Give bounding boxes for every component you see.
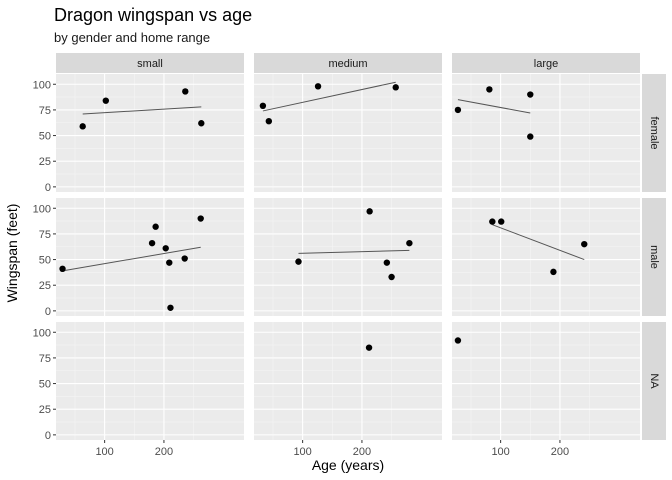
panel-background [254,322,442,440]
y-tick-label: 75 [39,353,51,365]
panel-medium-male [254,198,442,316]
facet-strip-small [56,53,244,73]
facet-strip-label-NA: NA [648,373,660,389]
data-point [259,102,267,110]
facet-strip-label-large: large [534,58,558,70]
x-tick-label: 100 [293,446,311,458]
data-point [392,84,399,91]
data-point [152,223,159,230]
data-point [198,120,205,127]
y-tick-label: 25 [39,280,51,292]
x-tick-label: 200 [155,446,173,458]
y-tick-label: 50 [39,379,51,391]
y-tick-label: 25 [39,404,51,416]
data-point [454,337,462,344]
data-point [166,259,173,266]
panel-background [254,198,442,316]
facet-panels: small medium large female male NA 0 25 50 75 100 0 2… [33,53,666,458]
data-point [59,265,66,272]
y-tick-label: 50 [39,131,51,143]
y-axis-label: Wingspan (feet) [4,204,20,303]
y-tick-label: 75 [39,105,51,117]
y-tick-label: 0 [45,182,51,194]
y-tick-label: 25 [39,156,51,168]
y-tick-label: 75 [39,229,51,241]
data-point [581,240,588,248]
panel-background [452,74,640,192]
data-point [295,258,302,265]
data-point [550,268,557,276]
panel-background [452,322,640,440]
data-point [167,304,174,311]
data-point [454,106,462,114]
trend-line-large-male [492,224,585,261]
facet-strip-female [642,74,666,192]
trend-line-small-male [62,246,201,272]
panel-large-female [452,74,640,192]
chart-title: Dragon wingspan vs age [54,5,252,25]
data-point [162,245,169,252]
x-tick-label: 200 [353,446,371,458]
facet-strip-label-female: female [648,116,660,149]
panel-background [56,322,244,440]
data-point [388,273,395,281]
panel-background [56,198,244,316]
trend-line-medium-male [298,249,410,254]
panel-large-male [452,198,640,316]
trend-line-small-female [82,106,202,115]
data-point [498,218,505,225]
data-point [197,215,204,222]
data-point [182,88,189,95]
chart-subtitle: by gender and home range [54,30,210,45]
panel-medium-female [254,74,442,192]
panel-medium-NA [254,322,442,440]
x-tick-label: 200 [551,446,569,458]
x-tick-label: 100 [95,446,113,458]
data-point [527,133,534,140]
data-point [527,91,534,98]
panel-background [254,74,442,192]
panel-background [56,74,244,192]
x-tick-label: 100 [491,446,509,458]
y-tick-label: 100 [33,327,51,339]
y-tick-label: 0 [45,430,51,442]
data-point [489,218,496,225]
facet-strip-label-male: male [648,245,660,269]
data-point [148,239,156,247]
y-tick-label: 100 [33,79,51,91]
data-point [406,239,413,247]
x-axis-label: Age (years) [312,457,384,473]
data-point [383,259,391,266]
facet-strip-NA [642,322,666,440]
trend-line-medium-female [262,81,396,112]
panel-large-NA [452,322,640,440]
facet-strip-large [452,53,640,73]
data-point [365,344,373,351]
facet-strip-male [642,198,666,316]
data-point [79,123,86,130]
panel-background [452,198,640,316]
y-tick-label: 50 [39,255,51,267]
data-point [265,118,273,125]
data-point [314,83,322,90]
panel-small-NA [56,322,244,440]
facet-strip-medium [254,53,442,73]
data-point [102,97,110,104]
data-point [486,86,493,93]
panel-small-male [56,198,244,316]
panel-small-female [56,74,244,192]
data-point [181,255,188,262]
facet-strip-label-small: small [137,58,163,70]
facet-strip-label-medium: medium [328,58,367,70]
y-tick-label: 0 [45,306,51,318]
y-tick-label: 100 [33,203,51,215]
trend-line-large-female [457,99,531,114]
data-point [366,208,373,215]
